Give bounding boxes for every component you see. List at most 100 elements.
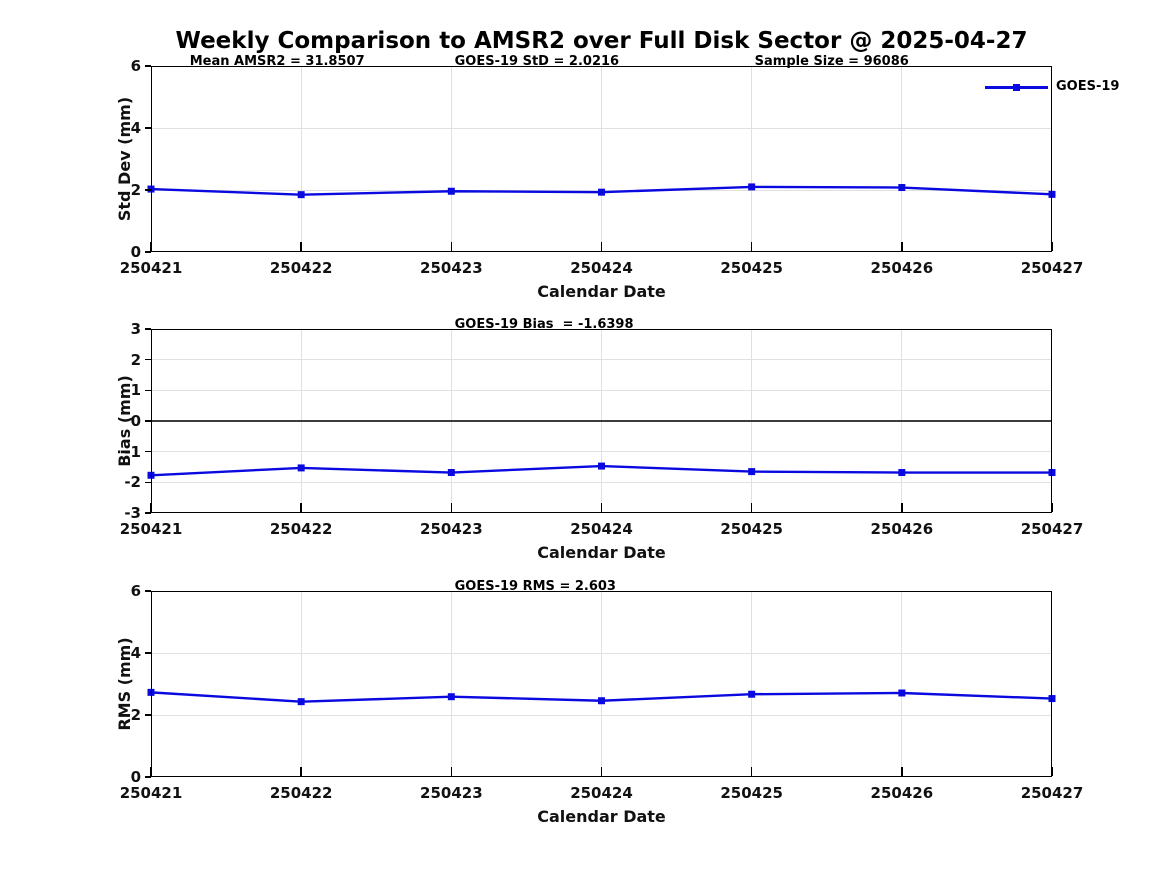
- x-tick-label: 250425: [720, 520, 783, 538]
- x-tick-mark: [300, 242, 302, 251]
- grid-line-v: [601, 66, 602, 252]
- y-tick-label: 4: [130, 119, 141, 137]
- y-tick-mark: [145, 65, 151, 67]
- data-point-marker: [898, 184, 906, 192]
- y-tick-mark: [145, 389, 151, 392]
- stat-annotation: Sample Size = 96086: [754, 54, 909, 69]
- zero-reference-line: [151, 420, 1052, 422]
- x-tick-label: 250427: [1020, 520, 1084, 538]
- x-tick-mark: [150, 503, 152, 512]
- x-tick-mark: [750, 767, 753, 776]
- y-tick-label: 3: [130, 320, 141, 338]
- axes-frame: [151, 66, 1052, 252]
- x-tick-mark: [150, 242, 152, 251]
- data-point-marker: [898, 469, 906, 477]
- y-tick-mark: [145, 481, 151, 484]
- data-point-marker: [598, 188, 605, 196]
- x-axis-label: Calendar Date: [537, 807, 666, 826]
- x-axis-label: Calendar Date: [537, 543, 666, 562]
- x-tick-mark: [450, 767, 453, 776]
- data-point-marker: [1048, 190, 1056, 198]
- y-tick-label: 0: [130, 243, 141, 261]
- x-tick-label: 250426: [870, 259, 934, 277]
- x-tick-label: 250421: [119, 520, 183, 538]
- data-point-marker: [748, 690, 756, 698]
- y-tick-mark: [145, 512, 151, 514]
- y-tick-label: 6: [130, 57, 141, 75]
- x-tick-mark: [600, 242, 603, 251]
- x-tick-label: 250423: [420, 259, 483, 277]
- x-tick-mark: [300, 503, 302, 512]
- y-tick-label: 1: [130, 381, 141, 400]
- x-tick-mark: [600, 767, 603, 776]
- x-tick-label: 250424: [570, 259, 633, 277]
- x-tick-mark: [1051, 242, 1053, 251]
- x-tick-label: 250421: [119, 259, 183, 277]
- data-point-marker: [898, 689, 906, 697]
- axes-frame: [151, 329, 1052, 513]
- y-tick-label: 2: [130, 181, 141, 199]
- data-point-marker: [297, 191, 305, 199]
- x-axis-label: Calendar Date: [537, 282, 666, 301]
- data-point-marker: [598, 462, 605, 470]
- y-tick-mark: [145, 127, 151, 129]
- x-tick-label: 250422: [269, 784, 333, 802]
- x-tick-mark: [1051, 503, 1053, 512]
- x-tick-label: 250421: [119, 784, 183, 802]
- legend-label: GOES-19: [1056, 79, 1120, 94]
- grid-line-v: [300, 66, 302, 252]
- data-point-marker: [748, 468, 756, 476]
- y-tick-label: -1: [124, 442, 141, 461]
- x-tick-label: 250424: [570, 784, 633, 802]
- x-tick-mark: [1051, 767, 1053, 776]
- x-tick-label: 250427: [1020, 259, 1084, 277]
- legend-marker-sample: [1013, 83, 1020, 91]
- x-tick-mark: [300, 767, 302, 776]
- y-tick-mark: [145, 420, 151, 422]
- y-tick-mark: [145, 450, 151, 453]
- grid-line-v: [450, 591, 452, 777]
- y-axis-label: Std Dev (mm): [115, 96, 134, 222]
- data-point-marker: [447, 469, 455, 477]
- data-point-marker: [748, 183, 756, 191]
- x-tick-label: 250422: [269, 259, 333, 277]
- x-tick-label: 250424: [570, 520, 633, 538]
- x-tick-mark: [750, 242, 753, 251]
- x-tick-label: 250425: [720, 259, 783, 277]
- x-tick-mark: [600, 503, 603, 512]
- grid-line-v: [901, 66, 903, 252]
- bias-subplot: 250421 250422 250423 250424 250425 250426 2504…: [115, 318, 1083, 563]
- grid-line-v: [300, 591, 302, 777]
- y-tick-mark: [145, 189, 151, 191]
- y-tick-mark: [145, 328, 151, 330]
- data-point-marker: [297, 698, 305, 706]
- grid-line-v: [450, 66, 452, 252]
- data-point-marker: [598, 697, 605, 705]
- x-tick-label: 250422: [269, 520, 333, 538]
- stddev-subplot: 250421 250422 250423 250424 250425 250426 2504…: [115, 55, 1119, 302]
- y-tick-label: -3: [124, 504, 141, 522]
- y-tick-mark: [145, 358, 151, 361]
- x-tick-mark: [150, 767, 152, 776]
- figure-title: Weekly Comparison to AMSR2 over Full Dis…: [175, 28, 1028, 54]
- x-tick-label: 250426: [870, 520, 934, 538]
- y-tick-label: 4: [130, 644, 141, 662]
- y-tick-mark: [145, 251, 151, 253]
- y-tick-label: 6: [130, 582, 141, 600]
- data-point-marker: [447, 187, 455, 195]
- grid-line-v: [901, 591, 903, 777]
- stat-annotation: Mean AMSR2 = 31.8507: [189, 54, 365, 69]
- data-point-marker: [1048, 469, 1056, 477]
- stat-annotation: GOES-19 StD = 2.0216: [454, 54, 620, 69]
- x-tick-label: 250425: [720, 784, 783, 802]
- y-tick-label: 0: [130, 412, 141, 430]
- stat-annotation: GOES-19 Bias = -1.6398: [454, 317, 634, 332]
- y-tick-mark: [145, 590, 151, 592]
- x-tick-mark: [901, 767, 903, 776]
- x-tick-label: 250423: [420, 784, 483, 802]
- y-tick-mark: [145, 776, 151, 778]
- data-point-marker: [447, 693, 455, 701]
- y-tick-label: -2: [124, 473, 141, 492]
- data-point-marker: [1048, 695, 1056, 703]
- x-tick-mark: [450, 503, 453, 512]
